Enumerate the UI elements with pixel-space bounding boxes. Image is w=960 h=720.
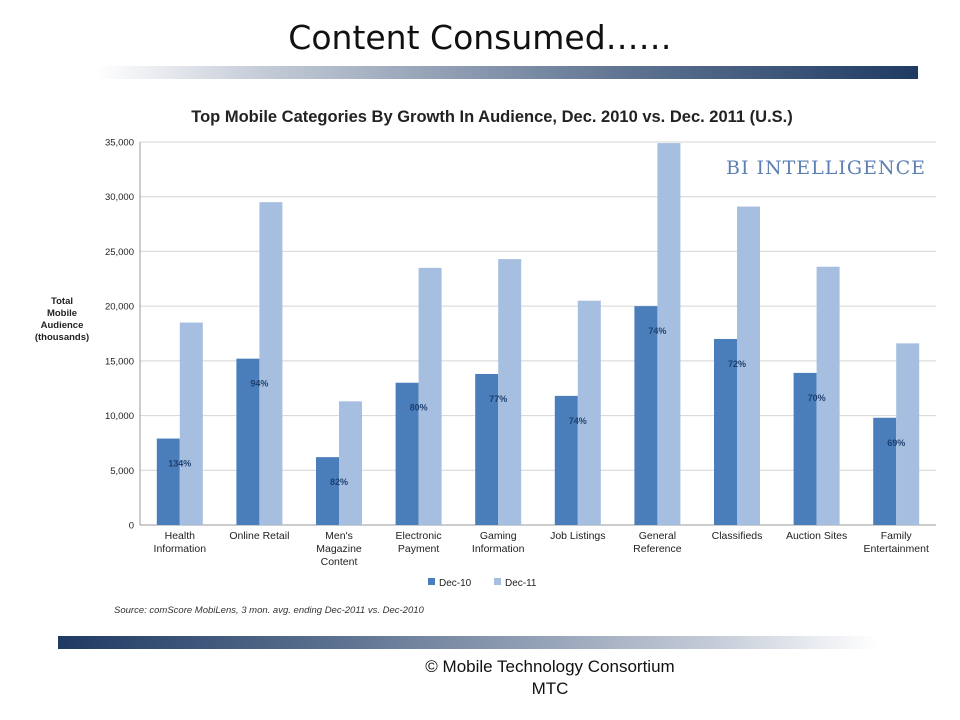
legend-label: Dec-10	[439, 578, 472, 589]
y-tick-label: 0	[129, 521, 134, 532]
x-tick-label: Information	[472, 543, 525, 555]
x-tick-label: Health	[165, 530, 196, 542]
bar-dec-11	[896, 343, 920, 525]
y-axis-label: Mobile	[47, 308, 77, 319]
brand-label: BI INTELLIGENCE	[726, 157, 926, 179]
y-tick-label: 20,000	[105, 302, 134, 313]
bar-dec-11	[259, 202, 283, 525]
bar-dec-11	[339, 401, 362, 525]
x-tick-label: Reference	[633, 543, 682, 555]
growth-label: 94%	[250, 379, 268, 389]
y-axis-label: Audience	[41, 320, 84, 331]
growth-label: 80%	[410, 403, 428, 413]
growth-label: 69%	[887, 438, 905, 448]
bar-dec-10	[554, 395, 578, 525]
x-tick-label: Gaming	[480, 530, 517, 542]
x-tick-label: Content	[321, 556, 358, 568]
growth-label: 72%	[728, 359, 746, 369]
bar-dec-10	[475, 373, 499, 525]
growth-label: 77%	[489, 394, 507, 404]
x-tick-label: Men's	[325, 530, 353, 542]
x-tick-label: Family	[881, 530, 913, 542]
x-tick-label: Job Listings	[550, 530, 605, 542]
bar-dec-11	[179, 322, 203, 525]
legend-label: Dec-11	[505, 578, 537, 589]
y-tick-label: 10,000	[105, 411, 134, 422]
growth-label: 70%	[808, 393, 826, 403]
footer: © Mobile Technology Consortium MTC	[380, 656, 720, 700]
bar-dec-10	[316, 457, 339, 525]
bar-dec-11	[577, 300, 601, 525]
growth-label: 74%	[569, 416, 587, 426]
x-tick-label: Information	[154, 543, 207, 555]
growth-label: 134%	[168, 459, 191, 469]
footer-org: MTC	[531, 679, 569, 698]
y-tick-label: 25,000	[105, 247, 134, 258]
bar-dec-10	[156, 438, 180, 525]
x-tick-label: Payment	[398, 543, 440, 555]
x-tick-label: General	[639, 530, 676, 542]
growth-label: 74%	[648, 326, 666, 336]
x-tick-label: Entertainment	[864, 543, 929, 555]
growth-label: 82%	[330, 477, 348, 487]
bar-dec-10	[395, 382, 419, 525]
y-tick-label: 5,000	[110, 466, 134, 477]
title-divider	[95, 66, 918, 79]
bar-dec-10	[793, 372, 817, 525]
y-axis-label: Total	[51, 296, 73, 307]
x-tick-label: Auction Sites	[786, 530, 847, 542]
bar-dec-11	[737, 206, 760, 525]
y-axis-label: (thousands)	[35, 332, 89, 343]
bar-dec-10	[236, 358, 260, 525]
bar-chart: Top Mobile Categories By Growth In Audie…	[35, 108, 936, 616]
x-tick-label: Classifieds	[712, 530, 763, 542]
source-note: Source: comScore MobiLens, 3 mon. avg. e…	[114, 605, 425, 616]
x-tick-label: Online Retail	[229, 530, 289, 542]
bar-dec-11	[816, 266, 840, 525]
bar-dec-10	[714, 338, 737, 525]
bar-dec-11	[657, 143, 681, 525]
legend-swatch	[428, 578, 435, 585]
x-tick-label: Electronic	[396, 530, 442, 542]
x-tick-label: Magazine	[316, 543, 362, 555]
bar-dec-10	[873, 417, 897, 525]
bar-dec-11	[498, 259, 522, 525]
y-tick-label: 35,000	[105, 138, 134, 149]
bar-dec-10	[634, 306, 658, 525]
slide-title: Content Consumed……	[288, 18, 672, 57]
y-tick-label: 15,000	[105, 356, 134, 367]
y-tick-label: 30,000	[105, 192, 134, 203]
chart-title: Top Mobile Categories By Growth In Audie…	[191, 108, 793, 126]
legend-swatch	[494, 578, 501, 585]
chart-panel: Top Mobile Categories By Growth In Audie…	[22, 92, 938, 624]
bar-dec-11	[418, 267, 442, 525]
footer-copyright: © Mobile Technology Consortium	[425, 657, 675, 676]
footer-divider	[58, 636, 878, 649]
